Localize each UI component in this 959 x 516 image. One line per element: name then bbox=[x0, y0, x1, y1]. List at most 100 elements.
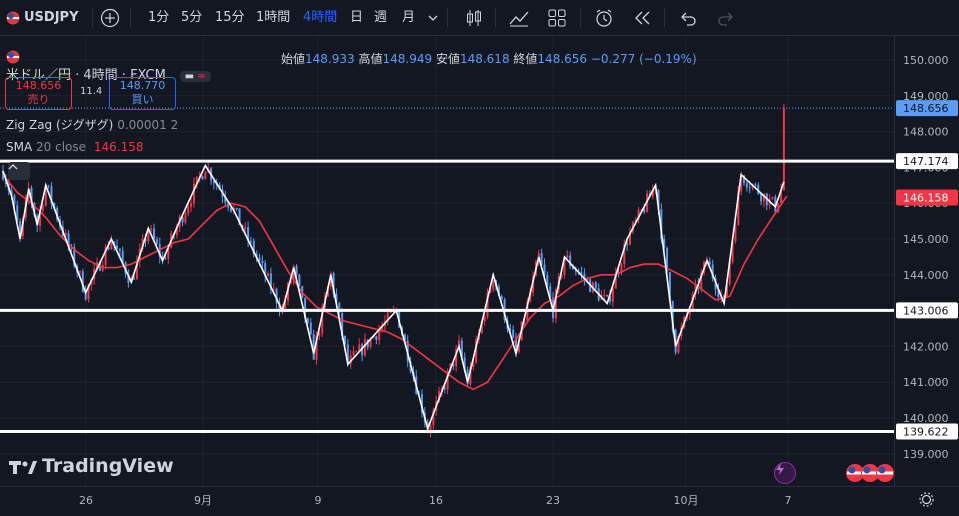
interval-1h-button[interactable]: 1時間 bbox=[256, 10, 291, 25]
candle-body bbox=[204, 171, 207, 180]
tradingview-watermark[interactable]: TradingView bbox=[9, 455, 174, 477]
interval-week-button[interactable]: 週 bbox=[374, 10, 388, 25]
candle-body bbox=[19, 221, 22, 237]
candle-body bbox=[609, 296, 612, 302]
price-tag-line bbox=[896, 153, 958, 170]
candle-body bbox=[318, 333, 321, 336]
candle-body bbox=[78, 271, 81, 273]
candle-body bbox=[352, 351, 355, 356]
candle-body bbox=[341, 313, 344, 336]
candle-body bbox=[492, 280, 495, 290]
collapse-legend-button[interactable] bbox=[8, 162, 30, 180]
symbol-flag-icon bbox=[6, 50, 20, 64]
buy-button[interactable]: 148.770 買い bbox=[109, 77, 176, 110]
price-tick-label: 144.000 bbox=[903, 269, 949, 282]
time-axis[interactable]: 26 9月 9 16 23 10月 7 bbox=[0, 486, 959, 512]
price-tick-label: 139.000 bbox=[903, 448, 949, 461]
candle-body bbox=[238, 208, 241, 226]
candle-body bbox=[127, 274, 130, 284]
undo-icon[interactable] bbox=[678, 0, 698, 35]
candle-body bbox=[700, 272, 703, 289]
candle-body bbox=[153, 228, 156, 240]
price-tick-label: 149.000 bbox=[903, 90, 949, 103]
candle-body bbox=[47, 185, 50, 187]
candle-body bbox=[332, 272, 335, 294]
sma20-line bbox=[2, 174, 788, 391]
alert-icon[interactable] bbox=[594, 0, 614, 35]
candle-body bbox=[113, 241, 116, 246]
candle-body bbox=[67, 233, 70, 247]
price-chart[interactable] bbox=[0, 36, 894, 486]
candle-body bbox=[517, 340, 520, 352]
candle-body bbox=[150, 228, 153, 230]
candle-body bbox=[475, 339, 478, 363]
symbol-search-button[interactable]: USDJPY bbox=[24, 10, 79, 25]
chart-plot-area[interactable]: 米ドル／円 · 4時間 · FXCM ▬ ≈ 始値148.933 高値148.9… bbox=[0, 36, 894, 486]
sell-button[interactable]: 148.656 売り bbox=[5, 77, 72, 110]
zigzag-line bbox=[2, 163, 785, 432]
candles-icon[interactable] bbox=[464, 0, 484, 35]
candle-body bbox=[110, 241, 113, 250]
interval-month-button[interactable]: 月 bbox=[402, 10, 416, 25]
candle-body bbox=[81, 271, 84, 292]
candle-body bbox=[569, 255, 572, 267]
candle-body bbox=[358, 344, 361, 352]
toolbar-divider bbox=[130, 8, 131, 27]
price-tick-label: 145.000 bbox=[903, 233, 949, 246]
zigzag-legend[interactable]: Zig Zag (ジグザグ) 0.00001 2 bbox=[6, 116, 178, 133]
axis-settings-icon[interactable] bbox=[919, 492, 934, 511]
candle-body bbox=[375, 336, 378, 341]
candle-body bbox=[13, 195, 16, 206]
redo-icon[interactable] bbox=[716, 0, 736, 35]
price-tick-label: 148.000 bbox=[903, 126, 949, 139]
candle-body bbox=[261, 260, 264, 264]
candle-body bbox=[563, 257, 566, 276]
candle-body bbox=[121, 250, 124, 263]
buy-price: 148.770 bbox=[119, 79, 166, 92]
candle-body bbox=[737, 191, 740, 226]
candle-body bbox=[455, 348, 458, 367]
price-tick-label: 142.000 bbox=[903, 340, 949, 353]
candle-body bbox=[540, 253, 543, 265]
candle-body bbox=[187, 206, 190, 214]
tradingview-logo-icon bbox=[9, 459, 37, 475]
candle-body bbox=[264, 263, 267, 277]
candle-body bbox=[249, 240, 252, 242]
us-flag-icon bbox=[846, 464, 894, 482]
economic-event-flags[interactable] bbox=[844, 462, 894, 484]
candle-body bbox=[546, 275, 549, 287]
chevron-up-icon bbox=[8, 164, 18, 170]
interval-15m-button[interactable]: 15分 bbox=[215, 10, 245, 25]
candle-body bbox=[754, 184, 757, 186]
candle-body bbox=[460, 340, 463, 358]
candle-body bbox=[626, 243, 629, 245]
candle-body bbox=[155, 239, 158, 244]
sma-legend[interactable]: SMA 20 close 146.158 bbox=[6, 140, 143, 154]
add-symbol-icon[interactable] bbox=[100, 0, 120, 35]
indicators-icon[interactable] bbox=[508, 0, 530, 35]
layout-icon[interactable] bbox=[548, 0, 566, 35]
interval-1m-button[interactable]: 1分 bbox=[148, 10, 170, 25]
toolbar-divider bbox=[580, 8, 581, 27]
ohlc-open-label: 始値 bbox=[281, 52, 306, 66]
time-tick-label: 10月 bbox=[674, 494, 699, 507]
toolbar-divider bbox=[664, 8, 665, 27]
legend-toggle-button[interactable]: ▬ ≈ bbox=[179, 71, 211, 82]
interval-4h-button[interactable]: 4時間 bbox=[303, 10, 338, 25]
price-tick-label: 141.000 bbox=[903, 376, 949, 389]
chevron-down-icon[interactable] bbox=[427, 0, 439, 35]
replay-icon[interactable] bbox=[632, 0, 652, 35]
candle-body bbox=[53, 203, 56, 209]
candle-body bbox=[272, 289, 275, 291]
zigzag-params: 0.00001 2 bbox=[117, 118, 179, 132]
events-lightning-icon[interactable] bbox=[774, 462, 796, 484]
candle-body bbox=[543, 264, 546, 276]
time-tick-label: 9 bbox=[315, 494, 322, 507]
interval-day-button[interactable]: 日 bbox=[350, 10, 364, 25]
price-axis[interactable]: 139.000140.000141.000142.000143.000144.0… bbox=[894, 36, 959, 486]
interval-5m-button[interactable]: 5分 bbox=[181, 10, 203, 25]
candle-body bbox=[30, 187, 33, 203]
time-tick-label: 23 bbox=[546, 494, 560, 507]
price-tag-label: 147.174 bbox=[903, 155, 949, 168]
candle-body bbox=[235, 207, 238, 209]
